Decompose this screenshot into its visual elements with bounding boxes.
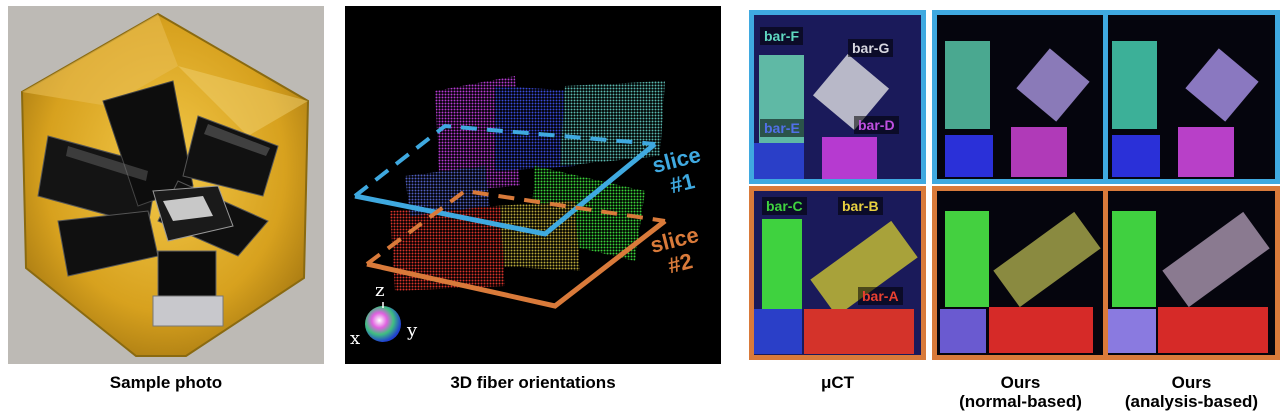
axis-label-x: x [350,328,361,349]
ours-analysis-bar-g [1185,48,1259,122]
ours-analysis-bar-a [1158,307,1268,353]
ours-analysis-bar-b [1162,211,1270,308]
caption-ours-analysis-line-2: (analysis-based) [1124,392,1259,411]
ours-analysis-slice-1 [1103,10,1280,184]
axis-label-z: z [375,280,385,301]
muct-bar-e [754,143,804,179]
caption-ours-normal: Ours (normal-based) [932,373,1109,411]
sample-photo [8,6,324,364]
ours-analysis-bar-e-lower [1108,309,1156,353]
muct-bar-c [762,219,802,311]
label-bar-b: bar-B [838,197,883,215]
muct-bar-a [804,309,914,354]
label-bar-a: bar-A [858,287,903,305]
ours-normal-bar-c [945,211,989,307]
caption-sample-photo: Sample photo [109,373,223,392]
ours-normal-bar-g [1016,48,1090,122]
ours-normal-bar-e [945,135,993,177]
ours-analysis-bar-c [1112,211,1156,307]
ours-normal-slice-2 [932,186,1109,360]
ours-normal-bar-d [1011,127,1067,177]
ours-normal-bar-e-lower [940,309,986,353]
sample-photo-drawing [8,6,324,364]
ours-analysis-slice-2 [1103,186,1280,360]
fiber-orientation-render: slice #1 slice #2 z x y [345,6,721,364]
label-bar-f: bar-F [760,27,803,45]
axis-label-y: y [407,320,418,341]
caption-ours-analysis: Ours (analysis-based) [1103,373,1280,411]
muct-slice-1: bar-F bar-G bar-E bar-D [749,10,926,184]
ours-normal-bar-a [989,307,1093,353]
ours-analysis-bar-e [1112,135,1160,177]
ours-normal-slice-1 [932,10,1109,184]
muct-slice-2: bar-C bar-B bar-A [749,186,926,360]
caption-ours-normal-line-2: (normal-based) [959,392,1082,411]
ours-analysis-bar-d [1178,127,1234,177]
label-bar-e: bar-E [760,119,804,137]
label-bar-c: bar-C [762,197,807,215]
caption-ours-analysis-line-1: Ours [1171,373,1212,392]
ours-analysis-bar-f [1112,41,1157,129]
label-bar-g: bar-G [848,39,894,57]
caption-fiber-orientations: 3D fiber orientations [450,373,616,392]
caption-ours-normal-line-1: Ours [1000,373,1041,392]
muct-bar-d [822,137,877,179]
ours-normal-bar-b [993,211,1101,308]
muct-bar-e-lower [754,309,802,354]
ours-normal-bar-f [945,41,990,129]
label-bar-d: bar-D [854,116,899,134]
fiber-orientation-drawing [353,76,667,342]
caption-muct: μCT [820,373,855,392]
